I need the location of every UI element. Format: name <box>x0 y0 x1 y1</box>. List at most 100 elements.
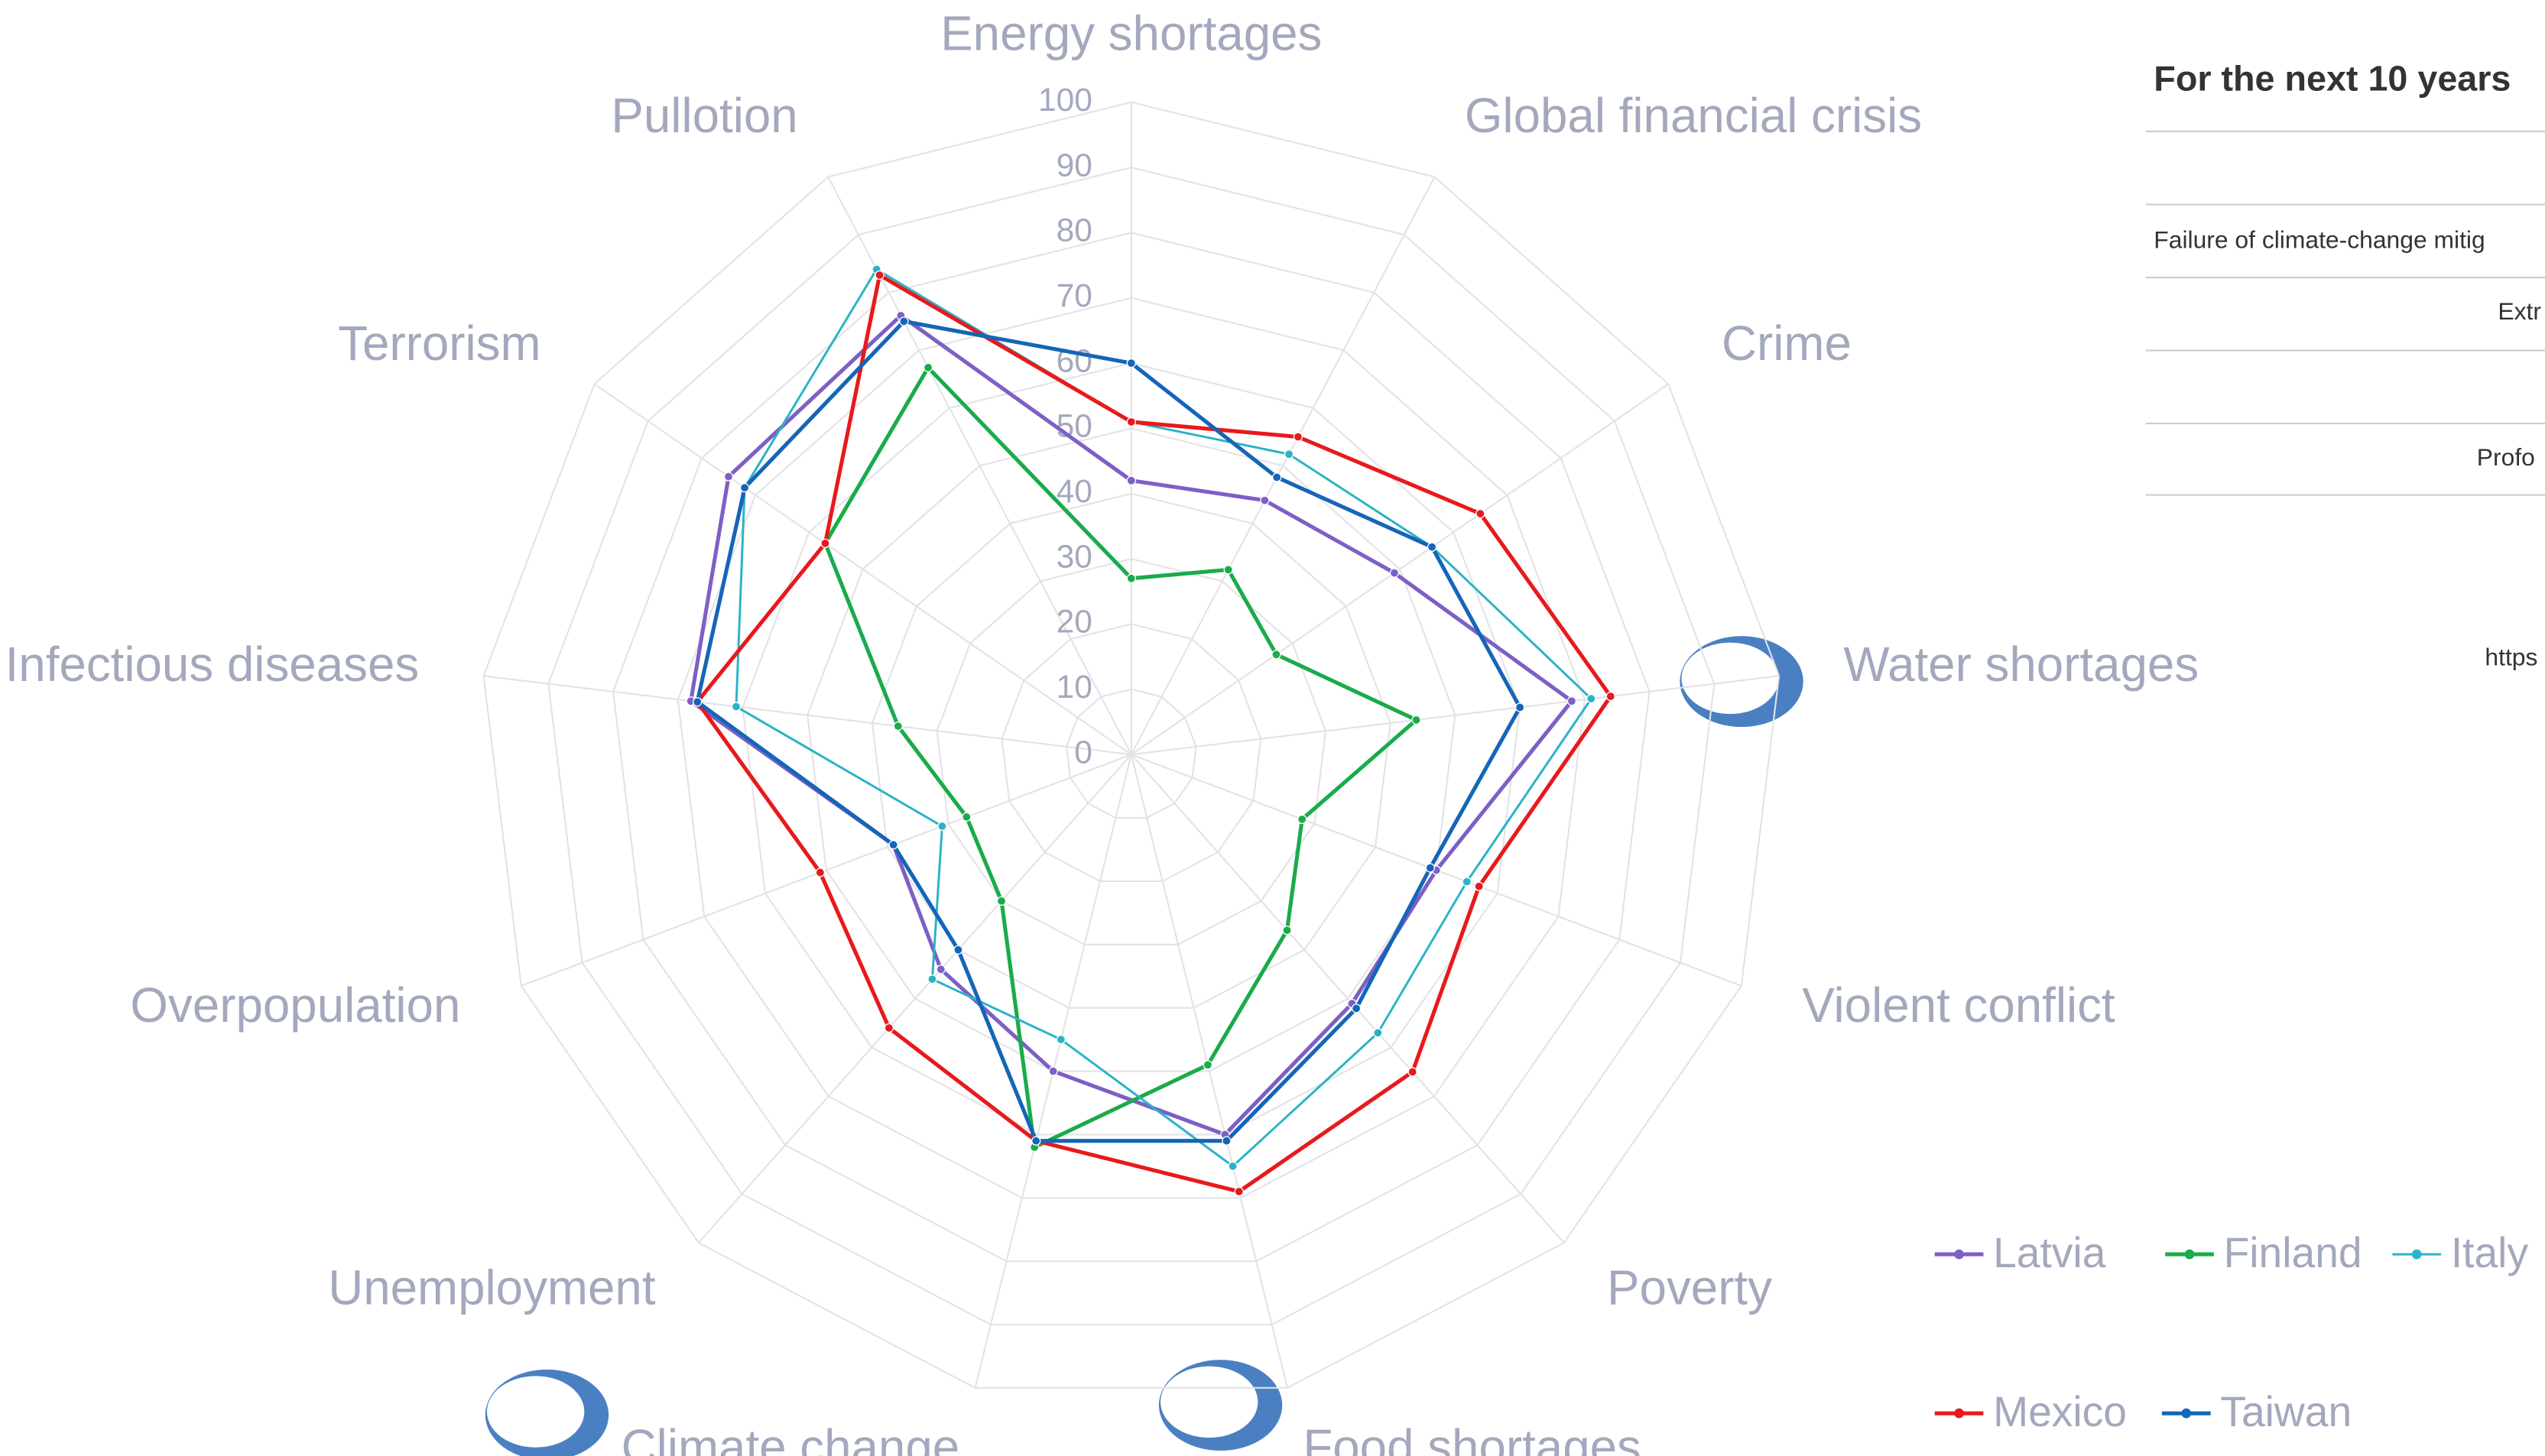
category-label: Poverty <box>1607 1260 1772 1315</box>
r-tick-label: 10 <box>1057 669 1092 705</box>
grid-ring <box>547 167 1716 1326</box>
point <box>875 270 885 280</box>
spoke <box>521 754 1132 987</box>
spoke <box>483 675 1131 756</box>
r-tick-label: 30 <box>1057 538 1092 574</box>
r-tick-label: 80 <box>1057 212 1092 248</box>
point <box>1126 475 1136 485</box>
category-label: Global financial crisis <box>1465 89 1922 143</box>
category-label: Crime <box>1722 316 1852 371</box>
r-tick-label: 0 <box>1074 734 1092 770</box>
r-tick-label: 20 <box>1057 604 1092 640</box>
point <box>937 821 947 832</box>
legend-marker <box>1954 1408 1964 1419</box>
point <box>1056 1034 1066 1045</box>
r-tick-label: 60 <box>1057 342 1092 378</box>
point <box>1228 1161 1238 1171</box>
grid-ring <box>871 492 1391 1009</box>
point <box>815 867 825 877</box>
point <box>1297 814 1307 825</box>
series-line <box>694 271 1613 1194</box>
series-line <box>735 268 1593 1168</box>
legend-marker <box>2184 1249 2195 1260</box>
spoke <box>1131 675 1780 756</box>
r-tick-label: 100 <box>1038 82 1092 118</box>
legend-marker <box>1954 1249 1964 1260</box>
point <box>1293 432 1303 442</box>
point <box>1223 565 1233 575</box>
side-panel: For the next 10 years Failure of climate… <box>2145 58 2545 670</box>
category-label: Infectious diseases <box>5 637 420 692</box>
spoke <box>593 383 1132 756</box>
panel-title: For the next 10 years <box>2154 58 2511 98</box>
panel-row: Profo <box>2477 443 2535 471</box>
r-tick-label: 40 <box>1057 473 1092 509</box>
category-label: Overpopulation <box>130 978 460 1033</box>
spoke <box>1131 383 1669 756</box>
point <box>1407 1067 1417 1077</box>
category-label: Climate change <box>622 1420 960 1456</box>
legend-label: Mexico <box>1993 1388 2127 1435</box>
point <box>1260 495 1270 505</box>
panel-row: Failure of climate-change mitig <box>2154 226 2485 254</box>
point <box>1031 1136 1041 1146</box>
legend: Latvia Finland Italy Mexico Taiwan <box>1934 1229 2529 1435</box>
icon-climate <box>485 1369 609 1456</box>
point <box>739 482 750 493</box>
point <box>893 722 903 731</box>
point <box>1427 542 1437 552</box>
point <box>1048 1066 1058 1076</box>
point <box>1462 877 1472 887</box>
point <box>936 965 946 974</box>
grid-ring <box>807 427 1456 1072</box>
point <box>927 974 937 984</box>
category-label: Violent conflict <box>1802 978 2115 1033</box>
point <box>731 702 742 712</box>
point <box>1126 417 1136 427</box>
grid-ring <box>612 232 1651 1263</box>
point <box>1474 881 1484 891</box>
series-line <box>695 319 1523 1143</box>
legend-marker <box>2411 1249 2422 1260</box>
grid-ring <box>1001 623 1262 883</box>
point <box>723 472 734 482</box>
series-line <box>823 364 1420 1150</box>
category-label: Energy shortages <box>940 7 1322 61</box>
point <box>1411 715 1421 725</box>
r-tick-label: 70 <box>1057 277 1092 313</box>
category-label: Water shortages <box>1843 637 2199 692</box>
legend-label: Taiwan <box>2220 1388 2352 1435</box>
point <box>692 697 703 707</box>
category-label: Unemployment <box>328 1260 656 1315</box>
point <box>1126 358 1136 368</box>
legend-label: Italy <box>2451 1229 2529 1276</box>
grid-ring <box>1065 688 1197 819</box>
point <box>1586 694 1596 704</box>
point <box>1282 926 1292 936</box>
point <box>1284 449 1294 459</box>
point <box>923 362 933 373</box>
category-label: Pullotion <box>611 89 797 143</box>
legend-label: Finland <box>2224 1229 2362 1276</box>
point <box>1272 472 1282 482</box>
point <box>888 840 898 850</box>
series-line <box>688 313 1575 1137</box>
point <box>953 945 963 955</box>
point <box>884 1023 894 1033</box>
point <box>1271 650 1281 660</box>
spoke <box>698 754 1132 1244</box>
point <box>1475 508 1485 519</box>
grid-ring <box>742 362 1521 1136</box>
spoke <box>1130 177 1436 755</box>
point <box>1222 1136 1232 1146</box>
spoke <box>1130 754 1289 1389</box>
legend-marker <box>2181 1408 2192 1419</box>
point <box>899 316 909 326</box>
point <box>1203 1060 1213 1070</box>
point <box>1514 702 1525 712</box>
category-label: Food shortages <box>1303 1420 1641 1456</box>
grid-ring <box>936 558 1327 945</box>
panel-link[interactable]: https <box>2485 643 2537 670</box>
point <box>1389 568 1400 578</box>
